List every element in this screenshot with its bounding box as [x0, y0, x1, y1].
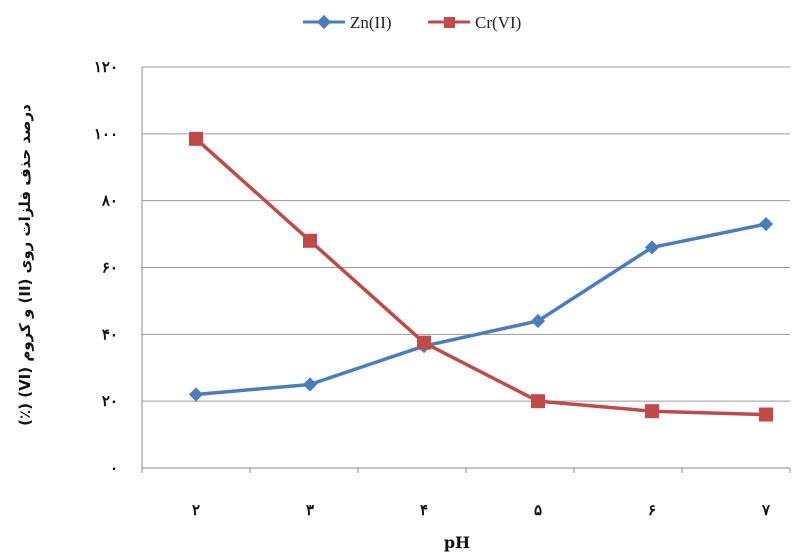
x-tick-label-7: ۷ [761, 501, 771, 519]
point-znii-6 [644, 240, 660, 255]
x-axis-title: pH [444, 533, 470, 552]
y-tick-label-100: ۱۰۰ [94, 125, 118, 143]
point-znii-3 [302, 377, 318, 392]
legend-marker-zn [316, 14, 332, 30]
x-tick-label-4: ۴ [420, 501, 428, 519]
series-layer [188, 131, 774, 422]
y-tick-label-60: ۶۰ [102, 259, 118, 277]
series-line-znii [195, 222, 767, 397]
x-tick-label-5: ۵ [534, 501, 542, 519]
x-tick-label-2: ۲ [192, 501, 200, 519]
point-crvi-3 [303, 233, 317, 248]
legend-label-zn: Zn(II) [350, 13, 392, 32]
legend-label-cr: Cr(VI) [475, 13, 521, 32]
y-tick-labels: ۰ ۲۰ ۴۰ ۶۰ ۸۰ ۱۰۰ ۱۲۰ [94, 58, 118, 477]
axes [141, 67, 791, 473]
y-tick-label-0: ۰ [110, 459, 118, 477]
legend-marker-cr [444, 17, 455, 28]
x-tick-label-6: ۶ [648, 501, 656, 519]
point-crvi-4 [417, 335, 431, 350]
gridlines [142, 66, 790, 402]
series-line-crvi [194, 137, 767, 417]
point-crvi-5 [531, 394, 545, 409]
point-znii-7 [758, 216, 774, 232]
y-tick-label-40: ۴۰ [102, 325, 118, 343]
x-tick-label-3: ۳ [306, 501, 314, 519]
y-tick-label-80: ۸۰ [101, 192, 118, 210]
y-axis-title: درصد حذف فلزات روی (II) و کروم (VI) (٪) [16, 104, 34, 426]
point-znii-2 [188, 387, 204, 402]
point-crvi-2 [189, 131, 203, 146]
point-crvi-7 [759, 407, 773, 422]
y-tick-label-120: ۱۲۰ [94, 58, 118, 76]
y-tick-label-20: ۲۰ [102, 392, 118, 410]
legend-item-zn: Zn(II) [303, 13, 392, 32]
point-crvi-6 [645, 404, 659, 419]
legend: Zn(II) Cr(VI) [303, 13, 521, 32]
x-tick-labels: ۲ ۳ ۴ ۵ ۶ ۷ [192, 501, 771, 519]
legend-item-cr: Cr(VI) [428, 13, 521, 32]
point-znii-5 [530, 313, 546, 329]
